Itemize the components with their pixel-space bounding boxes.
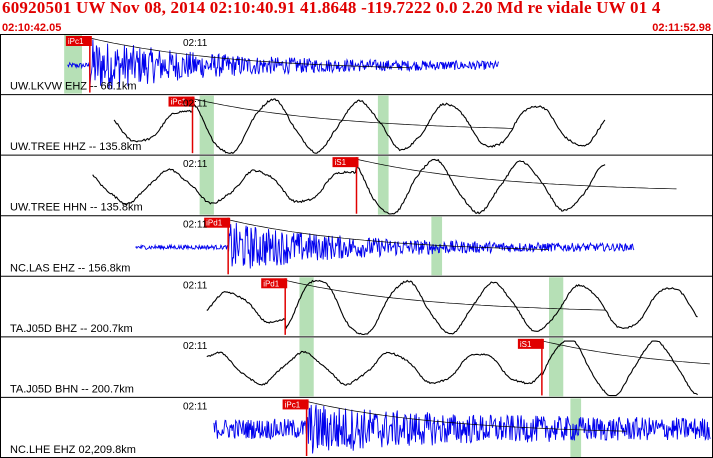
trace-ta-j05d-bhz-200-7km-waveform	[206, 279, 698, 336]
time-tick-label: 02:11	[183, 99, 208, 110]
coda-curve	[228, 219, 549, 250]
pick-label: iPc1	[68, 37, 84, 46]
station-label: TA.J05D BHN -- 200.7km	[10, 383, 134, 395]
pick-flag[interactable]	[332, 157, 359, 168]
time-tick-label: 02:11	[183, 280, 208, 291]
trace-uw-tree-hhz-135-8km-waveform	[113, 98, 606, 155]
window-start-time: 02:10:42.05	[2, 22, 62, 34]
analysis-window	[299, 337, 314, 397]
pick-label: iPc1	[171, 98, 187, 107]
time-tick-label: 02:11	[183, 401, 208, 412]
trace-uw-tree-hhn-135-8km-waveform	[92, 158, 606, 215]
pick-label: iS1	[335, 158, 347, 167]
trace-uw-lkvw-ehz-66-1km-waveform	[67, 39, 499, 90]
analysis-window	[377, 95, 389, 155]
coda-curve	[306, 401, 627, 432]
coda-curve	[356, 158, 677, 190]
station-label: NC.LHE EHZ 02,209.8km	[10, 444, 136, 456]
pick-flag[interactable]	[261, 278, 288, 289]
trace-ta-j05d-bhn-200-7km-waveform	[206, 340, 698, 397]
event-title: 60920501 UW Nov 08, 2014 02:10:40.91 41.…	[2, 0, 661, 17]
pick-flag[interactable]	[517, 338, 544, 349]
trace-nc-las-ehz-156-8km-waveform	[135, 222, 635, 269]
time-tick-label: 02:11	[183, 38, 208, 49]
station-label: UW.TREE HHN -- 135.8km	[10, 202, 143, 214]
pick-label: iPd1	[206, 219, 223, 228]
analysis-window	[549, 277, 564, 336]
time-tick-label: 02:11	[183, 220, 208, 231]
analysis-window	[570, 398, 582, 457]
analysis-window	[549, 337, 564, 397]
coda-curve	[89, 37, 410, 69]
pick-flag[interactable]	[65, 36, 92, 46]
station-label: UW.TREE HHZ -- 135.8km	[10, 141, 141, 153]
station-label: UW.LKVW EHZ -- 66.1km	[10, 81, 137, 93]
analysis-window	[199, 95, 214, 155]
pick-flag[interactable]	[204, 217, 231, 228]
coda-curve	[192, 98, 513, 129]
pick-label: iPc1	[285, 400, 301, 409]
station-label: NC.LAS EHZ -- 156.8km	[10, 262, 130, 274]
analysis-window	[199, 156, 214, 215]
analysis-window	[377, 156, 389, 215]
time-tick-label: 02:11	[183, 341, 208, 352]
station-label: TA.J05D BHZ -- 200.7km	[10, 323, 133, 335]
coda-curve	[541, 340, 710, 365]
pick-flag[interactable]	[168, 96, 195, 107]
pick-label: iPd1	[263, 279, 280, 288]
time-tick-label: 02:11	[183, 159, 208, 170]
pick-flag[interactable]	[282, 399, 309, 410]
coda-curve	[285, 279, 606, 311]
pick-label: iS1	[520, 340, 532, 349]
window-end-time: 02:11:52.98	[652, 22, 711, 34]
trace-nc-lhe-ehz-02-209-8km-waveform	[213, 404, 711, 454]
